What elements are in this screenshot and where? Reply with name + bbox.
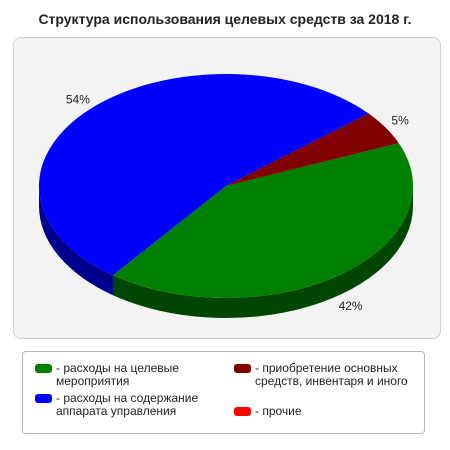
pie-slice xyxy=(112,143,414,299)
legend-label: - расходы на целевые мероприятия xyxy=(56,361,179,388)
pie-label: 54% xyxy=(66,92,90,106)
pie-slice xyxy=(226,113,399,186)
legend-swatch xyxy=(35,364,52,373)
legend: - расходы на целевые мероприятия - расхо… xyxy=(22,351,425,434)
pie-label: 42% xyxy=(339,299,363,313)
legend-label: - прочие xyxy=(255,404,302,418)
legend-label: - приобретение основных средств, инвента… xyxy=(255,361,408,388)
legend-swatch xyxy=(234,364,251,373)
legend-swatch xyxy=(35,394,52,403)
legend-swatch xyxy=(234,407,251,416)
pie-side xyxy=(112,186,413,318)
pie-side xyxy=(39,186,113,296)
chart-title: Структура использования целевых средств … xyxy=(38,11,412,27)
pie-slice xyxy=(39,74,369,276)
legend-label: - расходы на содержание аппарата управле… xyxy=(56,391,199,418)
pie-label: 5% xyxy=(391,113,409,127)
